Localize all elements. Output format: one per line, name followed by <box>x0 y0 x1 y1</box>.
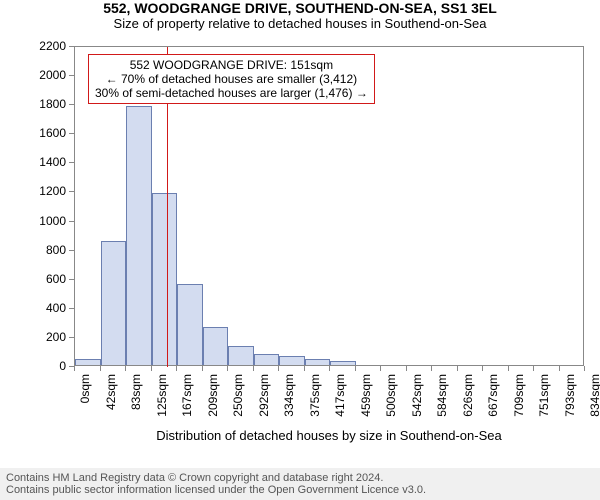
page-subtitle: Size of property relative to detached ho… <box>0 16 600 31</box>
y-tick-label: 800 <box>26 243 66 257</box>
y-tick-label: 400 <box>26 301 66 315</box>
x-tick-label: 626sqm <box>461 374 475 434</box>
x-tick-label: 0sqm <box>78 374 92 434</box>
histogram-bar <box>101 241 127 365</box>
y-tick-label: 600 <box>26 272 66 286</box>
marker-callout: 552 WOODGRANGE DRIVE: 151sqm← 70% of det… <box>88 54 375 104</box>
x-tick-label: 584sqm <box>435 374 449 434</box>
x-tick-label: 667sqm <box>486 374 500 434</box>
y-tick-label: 1800 <box>26 97 66 111</box>
histogram-bar <box>279 356 305 365</box>
x-tick-label: 334sqm <box>282 374 296 434</box>
callout-line: 30% of semi-detached houses are larger (… <box>95 86 368 100</box>
x-tick-label: 500sqm <box>384 374 398 434</box>
x-tick-label: 793sqm <box>563 374 577 434</box>
histogram-bar <box>152 193 178 365</box>
x-tick-label: 542sqm <box>410 374 424 434</box>
x-axis-label: Distribution of detached houses by size … <box>74 428 584 443</box>
histogram-bar <box>228 346 254 365</box>
y-tick-label: 1200 <box>26 184 66 198</box>
histogram-bar <box>203 327 229 365</box>
y-tick-label: 1400 <box>26 155 66 169</box>
x-tick-label: 292sqm <box>257 374 271 434</box>
x-tick-label: 209sqm <box>206 374 220 434</box>
x-tick-label: 375sqm <box>308 374 322 434</box>
histogram-bar <box>177 284 203 365</box>
page-title: 552, WOODGRANGE DRIVE, SOUTHEND-ON-SEA, … <box>0 0 600 16</box>
x-tick-label: 709sqm <box>512 374 526 434</box>
histogram-bar <box>126 106 152 365</box>
footer-line: Contains public sector information licen… <box>6 484 594 496</box>
histogram-bar <box>75 359 101 365</box>
histogram-bar <box>254 354 280 365</box>
y-tick-label: 1000 <box>26 214 66 228</box>
y-tick-label: 2000 <box>26 68 66 82</box>
histogram-bar <box>330 361 356 365</box>
x-tick-label: 42sqm <box>104 374 118 434</box>
x-tick-label: 417sqm <box>333 374 347 434</box>
x-tick-label: 834sqm <box>588 374 600 434</box>
x-tick-label: 125sqm <box>155 374 169 434</box>
y-tick-label: 0 <box>26 359 66 373</box>
histogram-bar <box>305 359 331 365</box>
x-tick-label: 751sqm <box>537 374 551 434</box>
y-tick-label: 1600 <box>26 126 66 140</box>
y-tick-label: 2200 <box>26 39 66 53</box>
x-tick-label: 83sqm <box>129 374 143 434</box>
x-tick-label: 167sqm <box>180 374 194 434</box>
footer: Contains HM Land Registry data © Crown c… <box>0 468 600 500</box>
x-tick-label: 459sqm <box>359 374 373 434</box>
x-tick-label: 250sqm <box>231 374 245 434</box>
callout-line: 552 WOODGRANGE DRIVE: 151sqm <box>95 58 368 72</box>
callout-line: ← 70% of detached houses are smaller (3,… <box>95 72 368 86</box>
y-tick-label: 200 <box>26 330 66 344</box>
footer-line: Contains HM Land Registry data © Crown c… <box>6 472 594 484</box>
